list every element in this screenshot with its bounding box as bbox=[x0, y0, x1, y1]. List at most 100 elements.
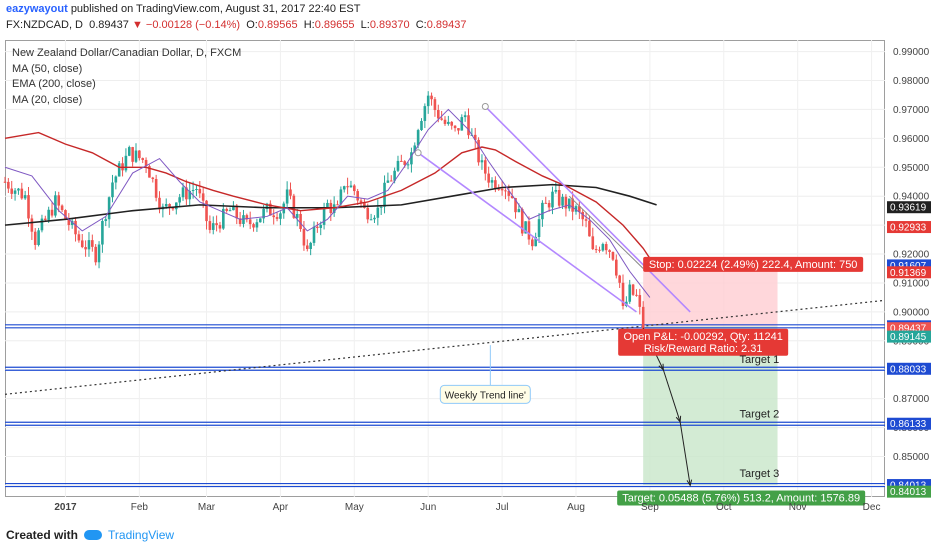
candle-body bbox=[635, 294, 638, 296]
channel-upper-line bbox=[484, 105, 691, 313]
candle-body bbox=[457, 128, 460, 131]
candle-body bbox=[20, 188, 24, 199]
candle-body bbox=[450, 121, 454, 126]
candle-body bbox=[245, 215, 249, 220]
candle-body bbox=[107, 197, 111, 220]
candle-body bbox=[621, 282, 625, 306]
candle-body bbox=[33, 231, 37, 245]
candle-body bbox=[386, 180, 390, 183]
y-tick-label: 0.96000 bbox=[893, 134, 930, 145]
candle-body bbox=[158, 197, 161, 210]
candle-body bbox=[477, 139, 480, 163]
candle-body bbox=[614, 259, 618, 276]
pnl-label-text: Open P&L: -0.00292, Qty: 11241 bbox=[623, 331, 782, 343]
candle-body bbox=[433, 99, 437, 111]
x-tick-label: 2017 bbox=[54, 502, 77, 513]
candle-body bbox=[111, 182, 114, 198]
y-tick-label: 0.99000 bbox=[893, 47, 930, 58]
candle-body bbox=[447, 121, 450, 124]
candle-body bbox=[285, 189, 289, 204]
candle-body bbox=[369, 219, 373, 221]
price-tag-box bbox=[887, 201, 931, 214]
x-tick-label: Apr bbox=[273, 502, 289, 513]
target3-label: Target 3 bbox=[740, 468, 780, 480]
publish-text: published on TradingView.com, August 31,… bbox=[70, 3, 361, 15]
candle-body bbox=[547, 202, 551, 208]
candle-body bbox=[279, 213, 282, 219]
candle-body bbox=[534, 237, 537, 247]
candle-body bbox=[211, 223, 215, 230]
target1-label: Target 1 bbox=[740, 354, 780, 366]
legend-ma20[interactable]: MA (20, close) bbox=[12, 93, 83, 106]
candle-body bbox=[77, 234, 81, 241]
candle-body bbox=[80, 240, 84, 248]
ema200-line bbox=[4, 183, 657, 226]
candle-body bbox=[185, 187, 188, 200]
x-tick-label: Jul bbox=[496, 502, 509, 513]
x-tick-label: May bbox=[345, 502, 364, 513]
candle-body bbox=[164, 203, 168, 207]
candle-body bbox=[131, 147, 134, 162]
low-value: 0.89370 bbox=[369, 19, 410, 31]
tradingview-brand[interactable]: TradingView bbox=[108, 528, 175, 542]
candle-body bbox=[124, 155, 128, 171]
candle-body bbox=[228, 210, 232, 212]
symbol-label: FX:NZDCAD, D bbox=[6, 19, 83, 31]
y-tick-label: 0.87000 bbox=[893, 394, 930, 405]
candle-body bbox=[383, 182, 386, 207]
candle-body bbox=[292, 195, 296, 218]
candle-body bbox=[23, 195, 27, 199]
candle-body bbox=[191, 189, 195, 192]
candle-body bbox=[171, 207, 175, 210]
channel-anchor bbox=[414, 149, 422, 157]
candle-body bbox=[557, 189, 561, 206]
y-tick-label: 0.91000 bbox=[893, 278, 930, 289]
candle-body bbox=[416, 130, 420, 146]
candle-body bbox=[574, 206, 578, 212]
y-tick-label: 0.94000 bbox=[893, 192, 930, 203]
chart-frame[interactable] bbox=[5, 40, 885, 497]
price-tag-text: 0.89145 bbox=[890, 332, 927, 343]
candle-body bbox=[494, 180, 497, 189]
projection-line bbox=[679, 421, 691, 486]
high-label: H: bbox=[303, 19, 315, 31]
candle-body bbox=[561, 196, 564, 206]
candle-body bbox=[497, 188, 501, 190]
candle-body bbox=[349, 185, 353, 188]
candle-body bbox=[127, 147, 131, 156]
candle-body bbox=[302, 228, 306, 246]
candle-body bbox=[10, 188, 14, 194]
candle-body bbox=[426, 95, 430, 107]
candle-body bbox=[403, 161, 406, 165]
candle-body bbox=[248, 219, 252, 225]
candle-body bbox=[225, 208, 228, 211]
candle-body bbox=[342, 186, 346, 190]
candle-body bbox=[319, 224, 323, 228]
low-label: L: bbox=[360, 19, 370, 31]
projection-arrowhead bbox=[686, 479, 693, 487]
candle-body bbox=[440, 118, 443, 120]
trend-callout-text: Weekly Trend line' bbox=[445, 390, 526, 401]
candle-body bbox=[255, 222, 259, 228]
candle-body bbox=[232, 205, 235, 211]
candle-body bbox=[584, 219, 588, 221]
candle-body bbox=[269, 203, 272, 216]
open-label: O: bbox=[246, 19, 258, 31]
candle-body bbox=[504, 190, 507, 192]
legend-ma50[interactable]: MA (50, close) bbox=[12, 62, 83, 75]
candle-body bbox=[420, 120, 423, 131]
publisher-name[interactable]: eazywayout bbox=[6, 3, 68, 15]
candle-body bbox=[7, 181, 10, 189]
target-label-box bbox=[617, 490, 866, 506]
high-value: 0.89655 bbox=[314, 19, 355, 31]
price-tag-text: 0.91369 bbox=[890, 268, 927, 279]
candle-body bbox=[631, 284, 635, 295]
legend-ema200[interactable]: EMA (200, close) bbox=[12, 78, 96, 90]
candle-body bbox=[363, 202, 366, 208]
candle-body bbox=[262, 208, 265, 219]
candle-body bbox=[379, 206, 383, 208]
candle-body bbox=[460, 117, 464, 131]
candle-body bbox=[581, 211, 585, 220]
candle-body bbox=[366, 207, 370, 220]
